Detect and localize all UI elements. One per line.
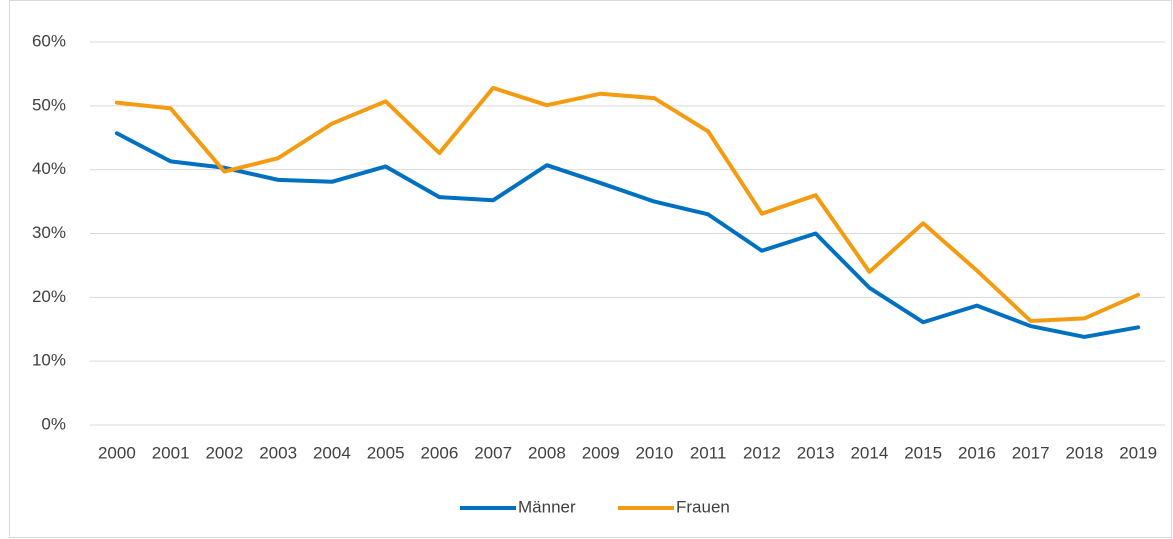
y-tick-label: 40%: [32, 159, 66, 178]
legend-label: Frauen: [676, 497, 730, 516]
y-tick-label: 60%: [32, 31, 66, 50]
line-series: [114, 131, 1141, 339]
x-tick-label: 2010: [635, 443, 673, 462]
x-tick-label: 2002: [205, 443, 243, 462]
x-tick-label: 2004: [313, 443, 351, 462]
x-tick-label: 2015: [904, 443, 942, 462]
line-series: [114, 85, 1141, 323]
x-tick-label: 2008: [528, 443, 566, 462]
x-tick-label: 2018: [1065, 443, 1103, 462]
x-tick-label: 2000: [98, 443, 136, 462]
x-tick-label: 2005: [367, 443, 405, 462]
x-tick-label: 2009: [582, 443, 620, 462]
x-tick-label: 2006: [420, 443, 458, 462]
x-tick-label: 2019: [1119, 443, 1157, 462]
x-tick-label: 2007: [474, 443, 512, 462]
x-tick-label: 2013: [797, 443, 835, 462]
y-tick-label: 50%: [32, 95, 66, 114]
y-tick-label: 10%: [32, 351, 66, 370]
x-tick-label: 2001: [152, 443, 190, 462]
legend-label: Männer: [518, 497, 576, 516]
x-tick-label: 2012: [743, 443, 781, 462]
x-tick-label: 2017: [1012, 443, 1050, 462]
x-tick-label: 2003: [259, 443, 297, 462]
x-tick-label: 2016: [958, 443, 996, 462]
y-tick-label: 30%: [32, 223, 66, 242]
y-tick-label: 0%: [41, 414, 66, 433]
x-tick-label: 2014: [850, 443, 888, 462]
x-tick-label: 2011: [690, 443, 727, 462]
y-tick-label: 20%: [32, 287, 66, 306]
